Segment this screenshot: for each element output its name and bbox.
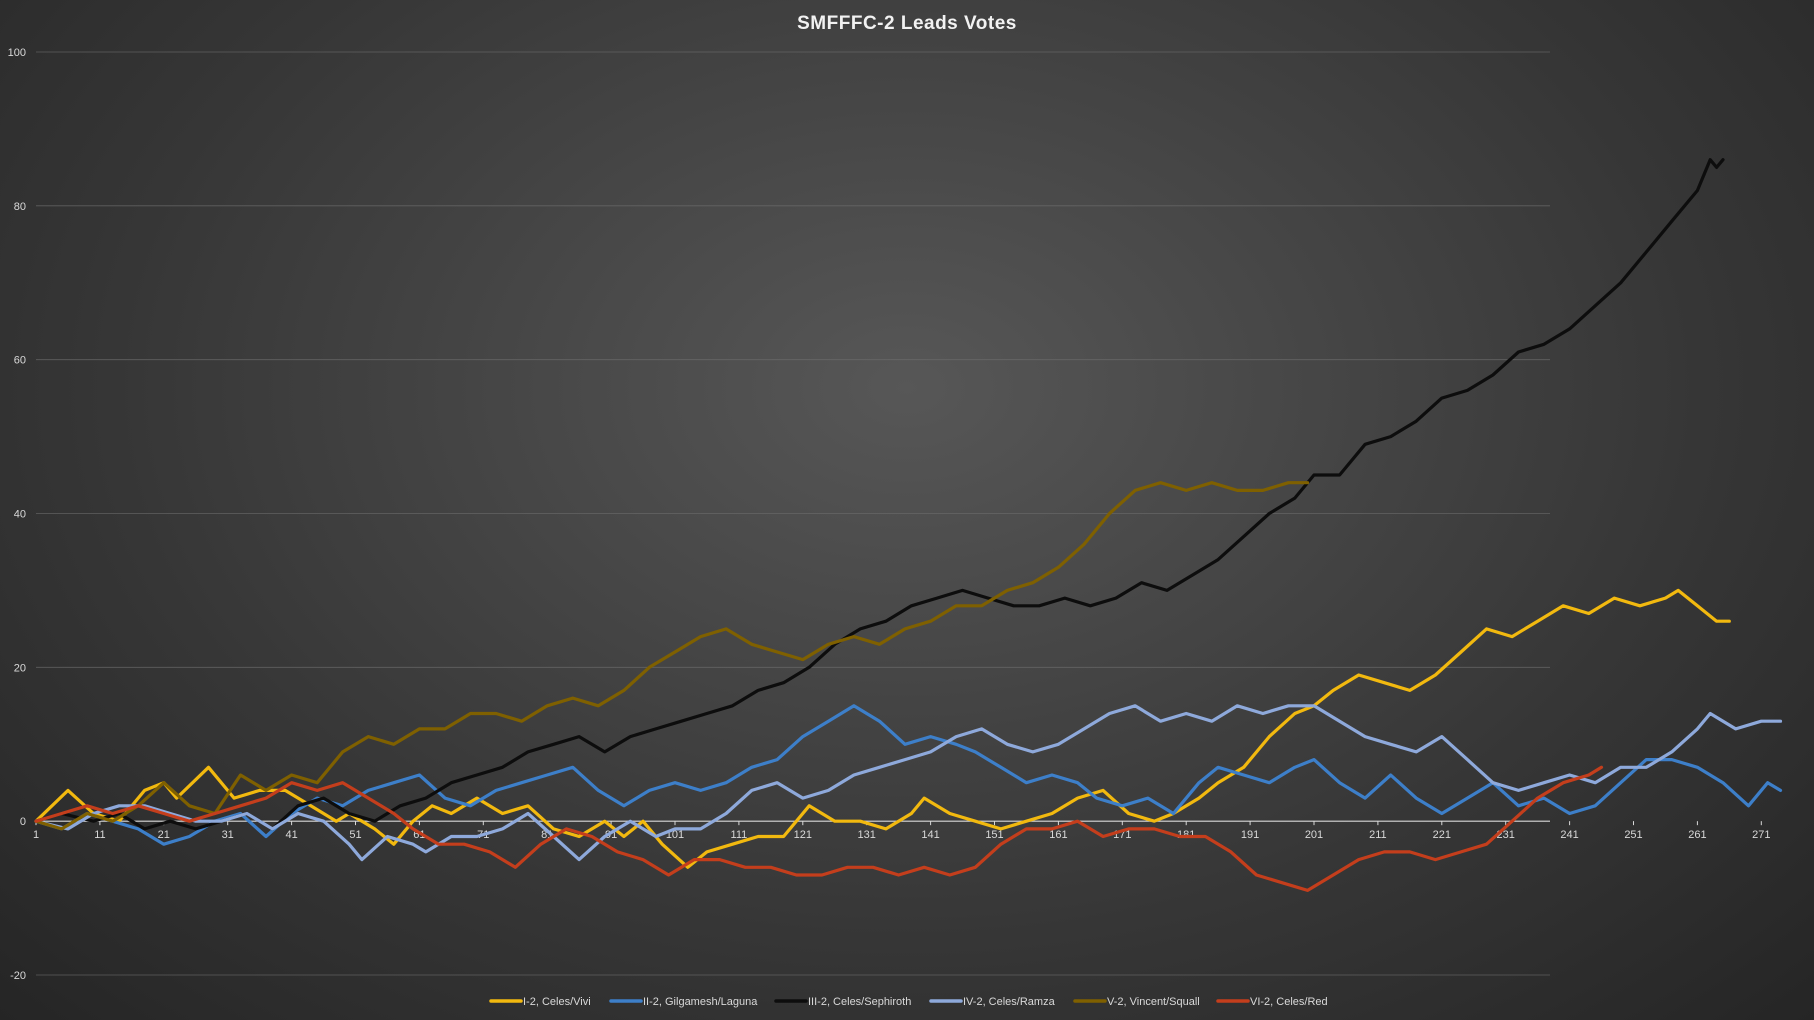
x-tick-label: 131 — [858, 829, 876, 841]
x-tick-label: 221 — [1433, 829, 1451, 841]
legend-label: III-2, Celes/Sephiroth — [808, 996, 911, 1008]
legend-label: II-2, Gilgamesh/Laguna — [643, 996, 758, 1008]
x-tick-label: 161 — [1049, 829, 1067, 841]
x-tick-label: 241 — [1560, 829, 1578, 841]
x-tick-label: 271 — [1752, 829, 1770, 841]
x-tick-label: 151 — [985, 829, 1003, 841]
y-tick-label: 100 — [8, 47, 26, 59]
y-tick-label: 0 — [20, 816, 26, 828]
x-tick-label: 21 — [158, 829, 170, 841]
x-tick-label: 141 — [921, 829, 939, 841]
series-line — [34, 704, 1783, 862]
x-tick-label: 261 — [1688, 829, 1706, 841]
x-tick-label: 111 — [731, 829, 748, 841]
series-line — [34, 588, 1731, 869]
x-tick-label: 191 — [1241, 829, 1259, 841]
x-tick-label: 1 — [33, 829, 39, 841]
legend: I-2, Celes/Vivi II-2, Gilgamesh/Laguna III… — [489, 996, 1328, 1008]
series-line — [34, 158, 1725, 831]
legend-label: V-2, Vincent/Squall — [1107, 996, 1200, 1008]
x-tick-label: 51 — [349, 829, 361, 841]
legend-label: IV-2, Celes/Ramza — [963, 996, 1056, 1008]
x-tick-label: 41 — [285, 829, 297, 841]
legend-label: I-2, Celes/Vivi — [523, 996, 591, 1008]
y-tick-label: 40 — [14, 509, 26, 521]
series-line — [34, 481, 1310, 831]
x-tick-label: 11 — [94, 829, 105, 841]
y-tick-label: 60 — [14, 355, 26, 367]
series-line — [34, 704, 1783, 846]
x-tick-label: 201 — [1305, 829, 1323, 841]
x-tick-label: 121 — [794, 829, 812, 841]
chart-title: SMFFFC-2 Leads Votes — [797, 13, 1017, 34]
x-tick-label: 31 — [222, 829, 234, 841]
x-tick-label: 211 — [1369, 829, 1387, 841]
y-tick-label: -20 — [10, 970, 26, 982]
gridlines — [36, 51, 1550, 976]
series-lines — [34, 158, 1783, 892]
y-tick-label: 80 — [14, 201, 26, 213]
y-tick-label: 20 — [14, 662, 26, 674]
x-tick-label: 251 — [1624, 829, 1642, 841]
series-line — [34, 765, 1604, 892]
legend-label: VI-2, Celes/Red — [1250, 996, 1328, 1008]
